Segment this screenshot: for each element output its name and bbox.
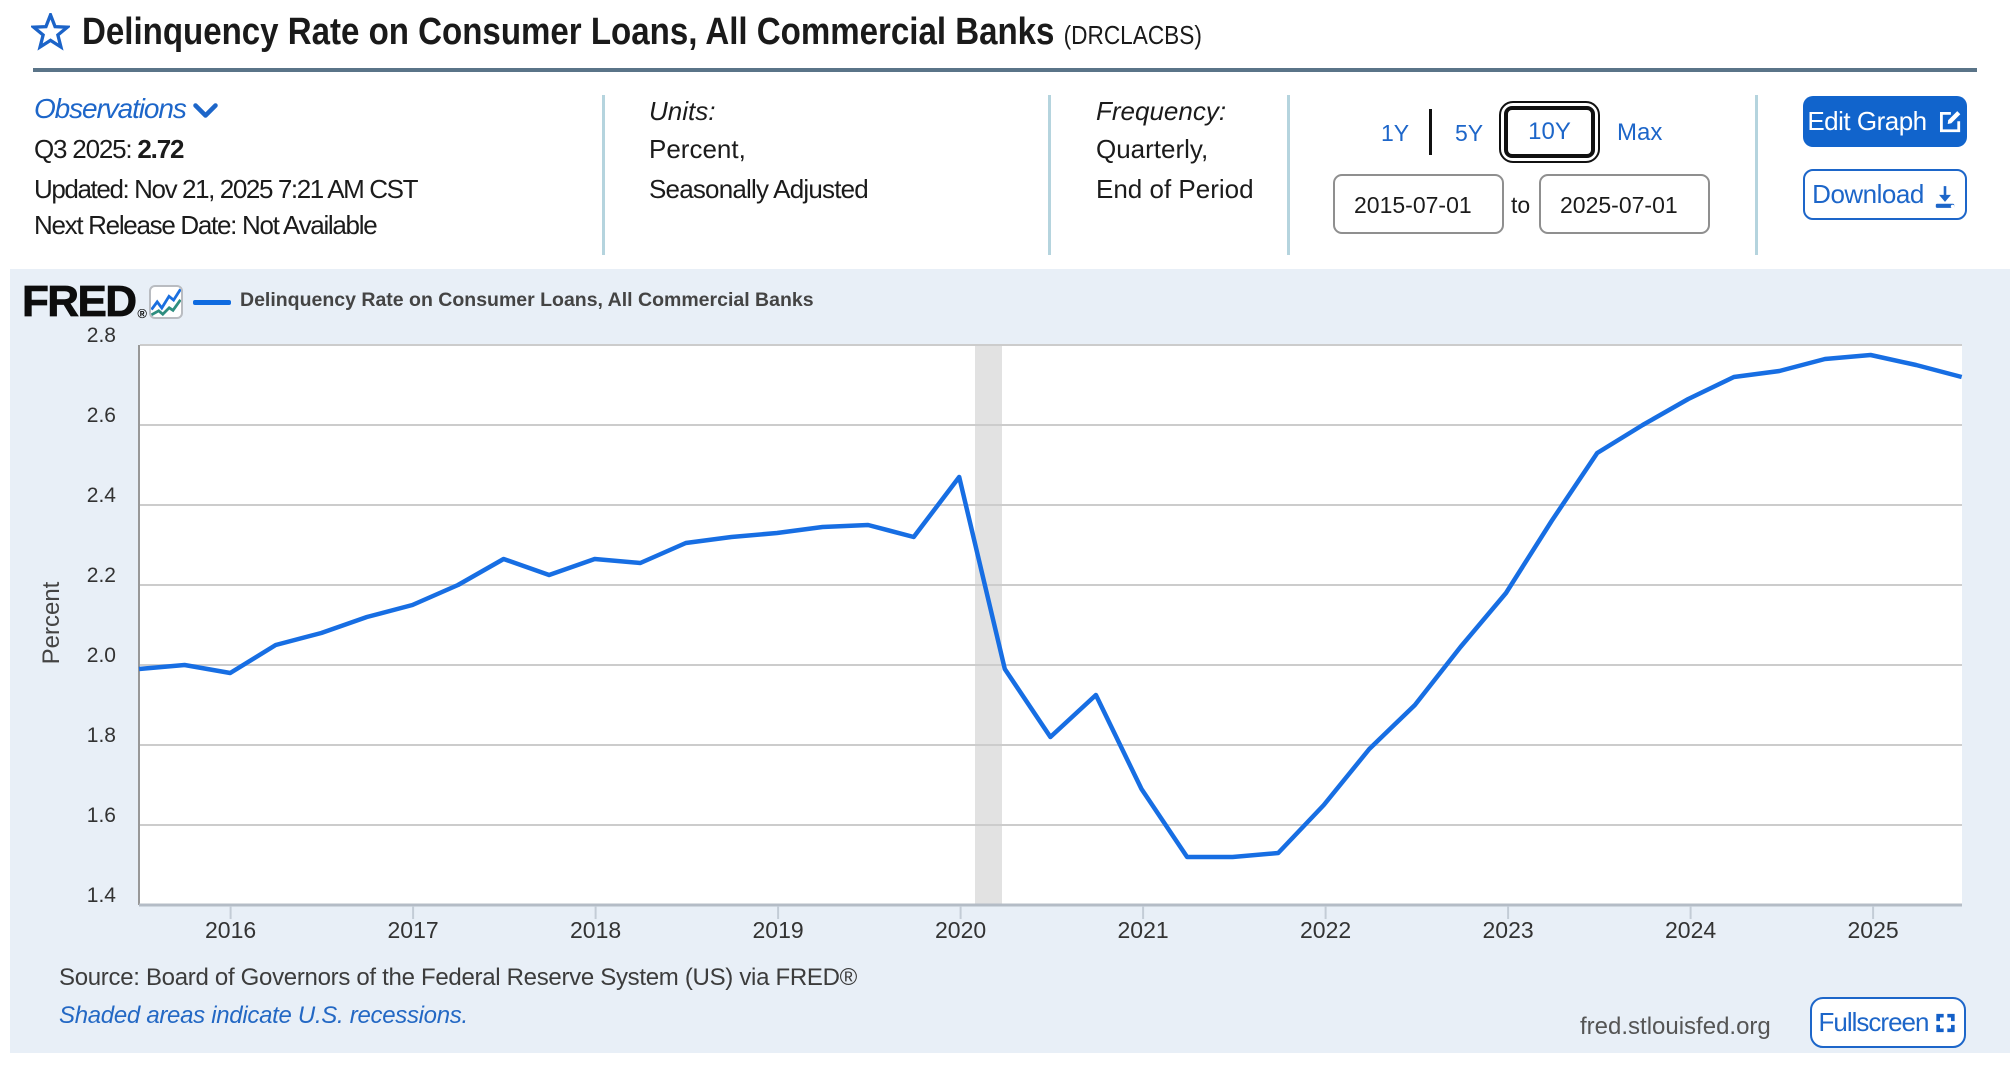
svg-text:2020: 2020 [935,917,986,943]
svg-text:2023: 2023 [1483,917,1534,943]
svg-text:2.8: 2.8 [87,324,116,347]
svg-text:2019: 2019 [753,917,804,943]
svg-text:1.4: 1.4 [87,884,117,907]
svg-text:2022: 2022 [1300,917,1351,943]
svg-text:1.8: 1.8 [87,724,116,747]
svg-text:2.4: 2.4 [87,484,117,507]
svg-text:2018: 2018 [570,917,621,943]
svg-text:2016: 2016 [205,917,256,943]
svg-text:2021: 2021 [1118,917,1169,943]
svg-text:1.6: 1.6 [87,804,116,827]
svg-text:Percent: Percent [38,581,65,664]
svg-text:2017: 2017 [388,917,439,943]
svg-text:2.2: 2.2 [87,564,116,587]
svg-text:2024: 2024 [1665,917,1716,943]
svg-text:2025: 2025 [1848,917,1899,943]
svg-text:2.0: 2.0 [87,644,116,667]
svg-text:2.6: 2.6 [87,404,116,427]
